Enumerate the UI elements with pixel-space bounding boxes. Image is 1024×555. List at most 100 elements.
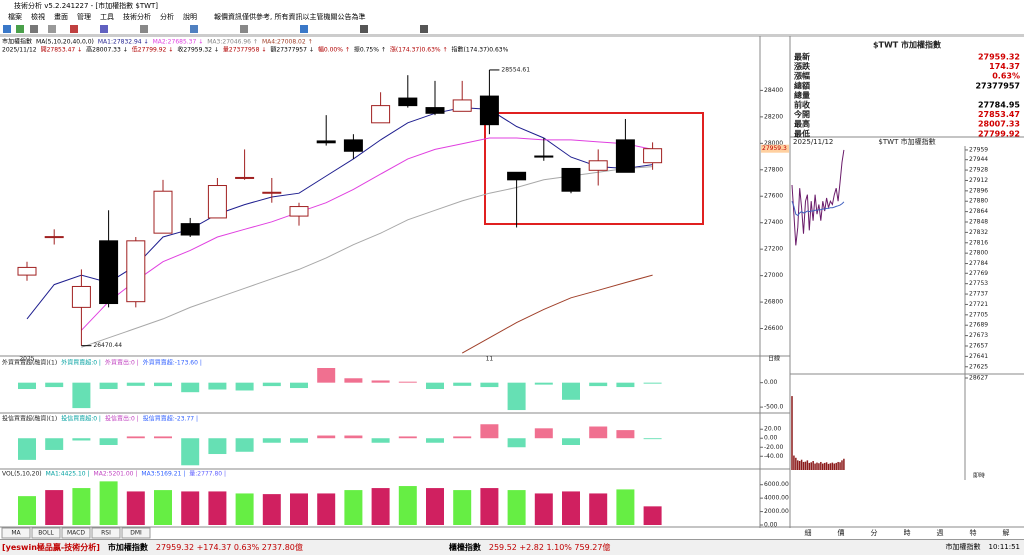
- right-tab[interactable]: 週: [937, 528, 944, 537]
- bar: [18, 382, 36, 390]
- candle-body: [17, 266, 37, 276]
- bar: [589, 382, 608, 387]
- tab[interactable]: [91, 527, 121, 539]
- tool-icon[interactable]: [360, 25, 368, 33]
- bar: [589, 426, 608, 439]
- quote-label: 最低: [794, 128, 810, 138]
- menu-item[interactable]: 說明: [183, 13, 197, 21]
- tool-icon[interactable]: [240, 25, 248, 33]
- menu-bar: 檔案 檢視 畫面 管理 工具 技術分析 分析 說明 報價資訊僅供參考, 所有資訊以主管機關公告為…: [0, 12, 1024, 23]
- series-line: [81, 166, 653, 348]
- candle-body: [534, 155, 554, 158]
- y-tick-label: 27944: [969, 156, 988, 163]
- menu-item[interactable]: 工具: [100, 13, 114, 21]
- tab-label[interactable]: BOLL: [38, 530, 54, 537]
- right-tab[interactable]: 分: [871, 528, 878, 537]
- menu-item[interactable]: 分析: [160, 13, 174, 21]
- bar: [371, 488, 390, 525]
- tool-icon[interactable]: [100, 25, 108, 33]
- menu-item[interactable]: 檔案: [8, 13, 22, 21]
- info-text: 收27959.32 ↓: [177, 46, 219, 54]
- bar: [208, 491, 227, 525]
- last-price-label: 27959.3: [762, 145, 787, 152]
- tool-icon[interactable]: [300, 25, 308, 33]
- y-tick-label: 28627: [969, 375, 988, 382]
- bar: [290, 493, 308, 525]
- bar: [823, 462, 826, 470]
- bar: [534, 428, 553, 439]
- bar: [126, 436, 145, 439]
- tool-icon[interactable]: [140, 25, 148, 33]
- bar: [616, 382, 635, 388]
- quote-label: 今開: [793, 109, 810, 119]
- series-line: [791, 201, 845, 217]
- bar: [453, 382, 472, 386]
- tab-label[interactable]: RSI: [101, 530, 111, 537]
- candle-body: [289, 206, 309, 217]
- y-tick-label: 4000.00: [764, 495, 789, 502]
- tab[interactable]: [1, 527, 31, 539]
- menu-item[interactable]: 管理: [77, 13, 91, 21]
- tab[interactable]: [31, 527, 61, 539]
- tab[interactable]: [121, 527, 151, 539]
- quote-label: 最高: [794, 119, 810, 129]
- right-tab[interactable]: 價: [838, 528, 845, 537]
- index-name: 市加權指數: [945, 543, 981, 551]
- bar: [18, 496, 36, 525]
- candle-body: [235, 176, 255, 179]
- bar: [837, 461, 839, 470]
- candle-body: [507, 171, 527, 181]
- tab[interactable]: [61, 527, 91, 539]
- bar: [208, 382, 227, 390]
- series-line: [461, 274, 653, 354]
- tool-icon[interactable]: [48, 25, 56, 33]
- panel-legend: 外資賣出:0 |: [105, 359, 139, 367]
- tab-label[interactable]: DMI: [130, 530, 142, 537]
- tool-icon[interactable]: [3, 25, 11, 33]
- tab-label[interactable]: MACD: [67, 530, 85, 537]
- right-tab[interactable]: 特: [970, 528, 977, 537]
- menu-item[interactable]: 檢視: [31, 13, 45, 21]
- candle-body: [479, 95, 499, 126]
- y-tick-label: 27928: [969, 167, 988, 174]
- y-tick-label: 27896: [969, 187, 988, 194]
- bar: [208, 438, 227, 455]
- quote-value: 28007.33: [978, 120, 1020, 129]
- tab-label[interactable]: MA: [11, 530, 21, 537]
- candle-body: [343, 139, 363, 152]
- bar: [808, 462, 811, 470]
- x-unit: 即時: [973, 472, 985, 480]
- bar: [833, 463, 836, 470]
- info-text: MA4:27008.02 ↑: [262, 39, 313, 46]
- tool-icon[interactable]: [190, 25, 198, 33]
- highlight-box: [484, 112, 704, 225]
- panel-title: 投信買賣超(融資)(1): [2, 415, 57, 423]
- tool-icon[interactable]: [30, 25, 38, 33]
- bar: [804, 461, 807, 470]
- bar: [181, 438, 200, 466]
- status-bar: [yeswin極品贏-技術分析] 市加權指數 27959.32 +174.37 …: [0, 539, 1024, 555]
- y-tick-label: 27625: [969, 363, 988, 370]
- info-text: 幅0.00% ↑: [318, 46, 350, 54]
- bar: [235, 382, 254, 391]
- bar: [827, 463, 830, 470]
- right-tab[interactable]: 解: [1003, 528, 1010, 537]
- bar: [426, 438, 444, 443]
- bar: [507, 490, 526, 525]
- bar: [480, 382, 499, 388]
- tool-icon[interactable]: [420, 25, 428, 33]
- tool-icon[interactable]: [70, 25, 78, 33]
- y-tick-label: 27600: [764, 193, 783, 200]
- candle-body: [371, 105, 391, 124]
- quote-value: 0.63%: [992, 72, 1020, 81]
- right-tab[interactable]: 細: [805, 528, 812, 537]
- y-tick-label: 27832: [969, 229, 988, 236]
- y-tick-label: 27673: [969, 332, 988, 339]
- menu-item[interactable]: 畫面: [54, 13, 68, 21]
- bar: [806, 460, 809, 470]
- right-tab[interactable]: 時: [904, 529, 911, 537]
- menu-item[interactable]: 技術分析: [123, 13, 151, 21]
- tool-icon[interactable]: [16, 25, 24, 33]
- y-tick-label: 27689: [969, 322, 988, 329]
